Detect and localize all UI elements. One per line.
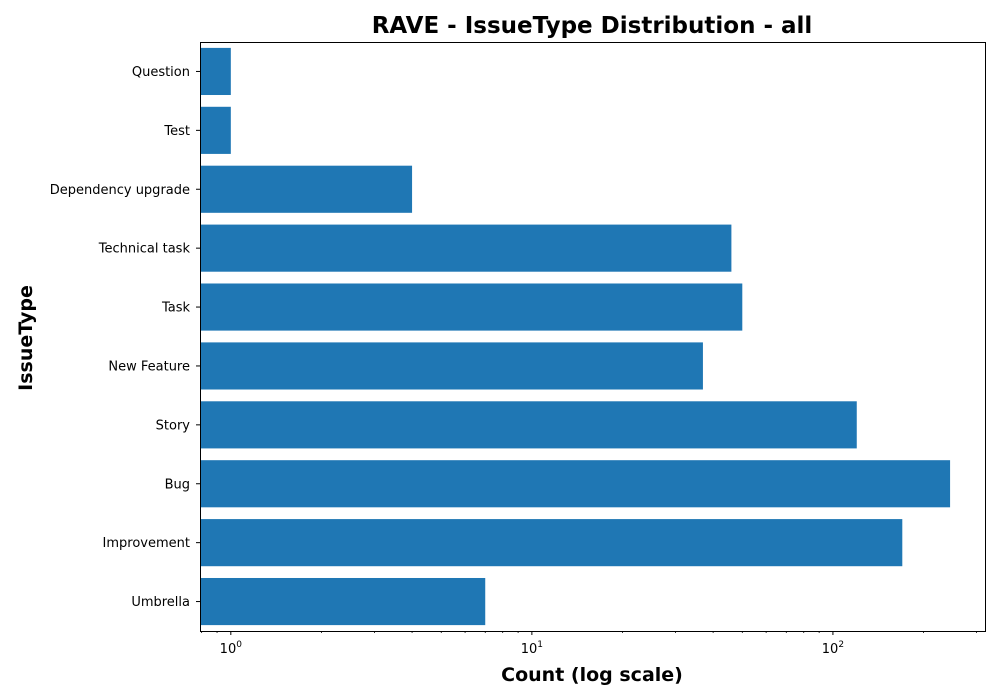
bar-bug	[200, 460, 951, 508]
y-tick-label: Bug	[165, 477, 190, 492]
bar-test	[200, 106, 231, 154]
plot-frame	[200, 42, 986, 632]
bars-layer	[200, 47, 951, 626]
ticks-layer: Question Test Dependency upgrade Technical …	[50, 65, 977, 657]
y-axis-label: IssueType	[15, 285, 37, 391]
bar-story	[200, 401, 857, 449]
chart-title: RAVE - IssueType Distribution - all	[372, 13, 813, 39]
bar-technical-task	[200, 224, 732, 272]
bar-improvement	[200, 519, 903, 567]
x-tick-label: 102	[822, 640, 844, 657]
y-tick-label: New Feature	[108, 359, 190, 374]
y-tick-label: Test	[163, 124, 190, 139]
bar-task	[200, 283, 743, 331]
y-tick-label: Technical task	[98, 242, 191, 257]
y-tick-label: Task	[161, 301, 191, 316]
x-tick-label: 100	[220, 640, 243, 657]
x-tick-label: 101	[521, 640, 543, 657]
bar-question	[200, 47, 231, 96]
y-tick-label: Story	[156, 418, 191, 433]
y-tick-label: Umbrella	[131, 595, 190, 610]
bar-new-feature	[200, 342, 703, 390]
bar-dependency-upgrade	[200, 165, 413, 213]
y-tick-label: Question	[132, 65, 190, 80]
y-tick-label: Improvement	[103, 536, 190, 551]
bar-umbrella	[200, 577, 486, 626]
x-axis-label: Count (log scale)	[501, 664, 683, 686]
y-tick-label: Dependency upgrade	[50, 183, 190, 198]
